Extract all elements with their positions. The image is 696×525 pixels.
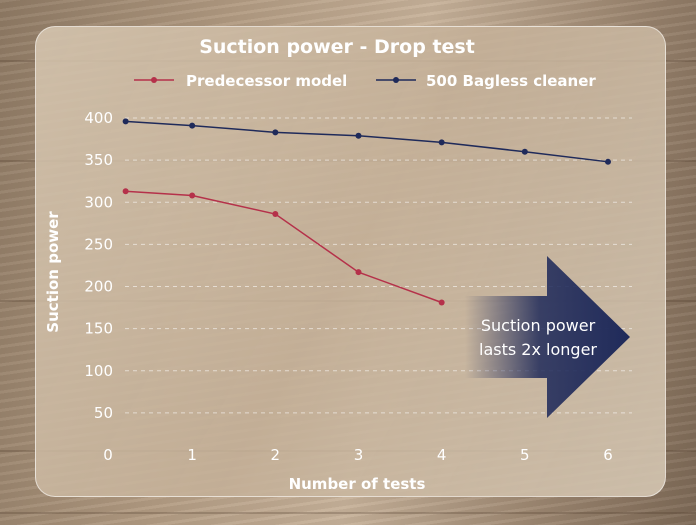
x-tick-6: 6 bbox=[603, 446, 613, 464]
data-point-bagless-0 bbox=[122, 118, 129, 125]
x-tick-labels: 1 2 3 4 5 6 bbox=[187, 446, 612, 464]
y-tick-350: 350 bbox=[84, 151, 113, 169]
data-point-bagless-2 bbox=[272, 129, 279, 136]
legend-marker-predecessor bbox=[151, 77, 157, 83]
data-point-bagless-1 bbox=[189, 122, 196, 129]
y-tick-50: 50 bbox=[94, 404, 113, 422]
chart-title: Suction power - Drop test bbox=[199, 36, 475, 58]
data-point-bagless-5 bbox=[521, 148, 528, 155]
x-tick-3: 3 bbox=[354, 446, 364, 464]
y-tick-100: 100 bbox=[84, 362, 113, 380]
y-tick-0: 0 bbox=[103, 446, 113, 464]
chart-panel bbox=[35, 26, 666, 497]
y-tick-300: 300 bbox=[84, 193, 113, 211]
annotation-arrow bbox=[465, 256, 630, 418]
legend-label-predecessor: Predecessor model bbox=[186, 72, 347, 90]
data-point-predecessor-3 bbox=[355, 269, 362, 276]
legend-item-predecessor: Predecessor model bbox=[134, 72, 347, 90]
y-tick-labels: 50 100 150 200 250 300 350 400 0 bbox=[84, 109, 113, 464]
annotation-arrow-group: Suction power lasts 2x longer bbox=[465, 256, 630, 418]
legend-item-bagless: 500 Bagless cleaner bbox=[376, 72, 596, 90]
data-point-predecessor-2 bbox=[272, 211, 279, 218]
series-line-bagless bbox=[125, 120, 609, 163]
legend-label-bagless: 500 Bagless cleaner bbox=[426, 72, 596, 90]
data-point-bagless-4 bbox=[438, 139, 445, 146]
y-axis-label: Suction power bbox=[44, 211, 62, 333]
annotation-line-1: Suction power bbox=[481, 316, 596, 335]
x-tick-4: 4 bbox=[437, 446, 447, 464]
data-point-predecessor-1 bbox=[189, 192, 196, 199]
data-point-predecessor-0 bbox=[122, 188, 129, 195]
y-tick-250: 250 bbox=[84, 235, 113, 253]
series-group bbox=[122, 118, 611, 306]
x-tick-5: 5 bbox=[520, 446, 530, 464]
data-point-bagless-3 bbox=[355, 132, 362, 139]
data-point-predecessor-4 bbox=[438, 299, 445, 306]
x-tick-2: 2 bbox=[271, 446, 281, 464]
series-line-predecessor bbox=[125, 190, 442, 304]
x-axis-label: Number of tests bbox=[289, 475, 426, 493]
y-tick-200: 200 bbox=[84, 278, 113, 296]
x-tick-1: 1 bbox=[187, 446, 197, 464]
legend-marker-bagless bbox=[393, 77, 399, 83]
data-point-bagless-6 bbox=[605, 158, 611, 165]
annotation-line-2: lasts 2x longer bbox=[479, 340, 597, 359]
y-tick-400: 400 bbox=[84, 109, 113, 127]
y-tick-150: 150 bbox=[84, 320, 113, 338]
legend: Predecessor model 500 Bagless cleaner bbox=[134, 72, 596, 90]
